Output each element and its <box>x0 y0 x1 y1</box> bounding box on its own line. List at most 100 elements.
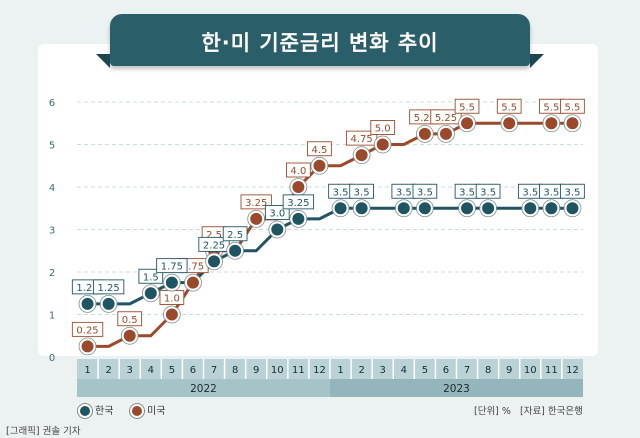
us-data-label: 3.25 <box>245 198 267 209</box>
korea-point-ring <box>268 220 287 239</box>
korea-point <box>163 274 180 291</box>
us-data-label: 5.0 <box>375 124 391 135</box>
us-point <box>79 338 96 355</box>
us-data-label: 2.5 <box>206 230 222 241</box>
x-tick-label: 4 <box>401 365 407 376</box>
y-tick-label: 3 <box>49 226 55 237</box>
korea-point <box>353 200 370 217</box>
legend-us: 미국 <box>130 402 165 418</box>
us-point-ring <box>563 114 582 133</box>
x-tick-label: 5 <box>422 365 428 376</box>
x-tick-label: 8 <box>232 365 238 376</box>
korea-data-label: 3.25 <box>287 198 309 209</box>
us-point <box>564 115 581 132</box>
x-tick-label: 6 <box>190 365 196 376</box>
us-point-ring <box>500 114 519 133</box>
korea-data-label: 1.25 <box>97 283 119 294</box>
korea-data-label: 1.5 <box>143 272 159 283</box>
us-data-label: 1.0 <box>164 294 180 305</box>
korea-point-ring <box>99 294 118 313</box>
plot-background <box>38 44 598 356</box>
korea-data-label: 1.25 <box>76 283 98 294</box>
y-tick-label: 0 <box>49 353 55 364</box>
us-point <box>121 327 138 344</box>
korea-data-label: 3.5 <box>543 187 559 198</box>
korea-data-label: 2.5 <box>227 230 243 241</box>
legend-korea: 한국 <box>78 402 113 418</box>
us-point-ring <box>120 326 139 345</box>
korea-data-label: 3.5 <box>480 187 496 198</box>
y-tick-label: 4 <box>49 183 55 194</box>
korea-point-ring <box>479 199 498 218</box>
x-tick-label: 10 <box>524 365 537 376</box>
us-point-ring <box>247 209 266 228</box>
korea-point-ring <box>521 199 540 218</box>
korea-point <box>142 285 159 302</box>
x-tick-label: 6 <box>443 365 449 376</box>
korea-point-ring <box>226 241 245 260</box>
korea-point-ring <box>394 199 413 218</box>
us-point <box>416 125 433 142</box>
x-tick-label: 5 <box>169 365 175 376</box>
korea-data-label: 3.5 <box>459 187 475 198</box>
korea-data-label-box <box>282 194 315 210</box>
korea-point-ring <box>458 199 476 218</box>
us-data-label: 5.25 <box>414 113 436 124</box>
korea-point <box>416 200 433 217</box>
us-data-label-box <box>286 162 311 178</box>
us-data-label-box <box>496 98 522 114</box>
unit-note: [단위] % <box>474 406 511 417</box>
korea-point-ring <box>162 273 181 292</box>
us-point <box>163 306 180 323</box>
y-tick-label: 1 <box>49 311 55 322</box>
us-data-label: 5.25 <box>435 113 457 124</box>
x-tick-label: 11 <box>292 365 305 376</box>
us-point-ring <box>78 337 97 356</box>
x-tick-label: 1 <box>337 365 343 376</box>
us-point-ring <box>542 114 561 133</box>
korea-point <box>269 221 286 238</box>
korea-point-ring <box>563 199 582 218</box>
x-tick-label: 12 <box>313 365 326 376</box>
korea-data-label-box <box>349 183 374 199</box>
us-data-label: 4.0 <box>290 166 306 177</box>
korea-data-label-box <box>222 226 248 242</box>
korea-point-ring <box>205 252 223 271</box>
korea-point <box>206 253 223 270</box>
us-point <box>290 179 307 195</box>
korea-data-label-box <box>412 183 438 199</box>
korea-point <box>79 295 96 312</box>
x-tick-label: 11 <box>545 365 558 376</box>
us-point-ring <box>184 273 202 292</box>
year-band <box>77 379 330 397</box>
korea-point <box>227 242 244 259</box>
us-point <box>248 210 265 227</box>
us-data-label: 0.5 <box>122 315 138 326</box>
x-tick-label: 7 <box>211 365 217 376</box>
legend-korea-label: 한국 <box>95 406 114 417</box>
us-data-label-box <box>307 141 332 157</box>
korea-point <box>480 200 497 217</box>
credit: [그래픽] 권솔 기자 <box>6 426 81 437</box>
korea-data-label: 3.5 <box>565 187 581 198</box>
us-data-label: 5.5 <box>459 102 475 113</box>
us-point <box>374 136 391 153</box>
x-tick-label: 10 <box>271 365 284 376</box>
title-banner: 한·미 기준금리 변화 추이 <box>96 14 544 68</box>
us-data-label-box <box>117 311 143 327</box>
x-tick-label: 8 <box>485 365 491 376</box>
x-tick-label: 3 <box>380 365 386 376</box>
legend-us-label: 미국 <box>147 406 166 417</box>
korea-point-ring <box>331 199 350 218</box>
legend-korea-marker <box>78 404 92 418</box>
us-point-ring <box>458 114 476 133</box>
x-tick-label: 2 <box>105 365 111 376</box>
korea-data-label-box <box>560 183 585 199</box>
korea-point-ring <box>542 199 561 218</box>
korea-data-label-box <box>156 258 188 274</box>
us-point-ring <box>373 135 392 154</box>
korea-data-label: 3.5 <box>417 187 433 198</box>
us-data-label: 0.25 <box>76 325 98 336</box>
us-data-label-box <box>560 98 585 114</box>
korea-point <box>564 200 581 217</box>
